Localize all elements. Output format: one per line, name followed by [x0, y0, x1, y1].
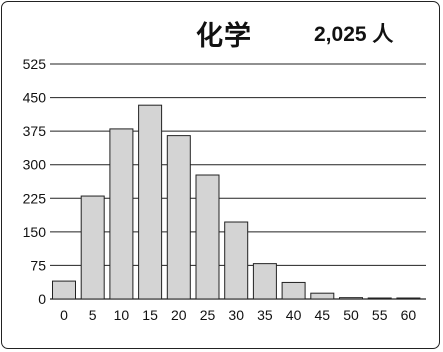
- y-tick-label: 150: [23, 224, 47, 240]
- x-tick-label: 35: [257, 307, 273, 323]
- bar: [52, 280, 76, 300]
- bars: [52, 104, 421, 300]
- examinee-count: 2,025 人: [314, 23, 394, 46]
- x-tick-label: 20: [171, 307, 187, 323]
- chart-title: 化学: [196, 21, 252, 52]
- bar: [109, 128, 134, 300]
- y-tick-label: 300: [23, 157, 47, 173]
- bar: [281, 281, 306, 300]
- y-tick-label: 375: [23, 123, 47, 139]
- y-axis-ticks: 0 75 150 225 300 375 450 525: [23, 56, 47, 307]
- x-tick-label: 45: [315, 307, 331, 323]
- x-tick-label: 25: [200, 307, 216, 323]
- bar: [195, 174, 220, 300]
- bar: [166, 135, 191, 300]
- x-tick-label: 40: [286, 307, 302, 323]
- bar: [138, 104, 163, 300]
- bar: [310, 292, 335, 300]
- bar: [80, 195, 105, 300]
- x-tick-label: 15: [142, 307, 158, 323]
- x-tick-label: 50: [343, 307, 359, 323]
- x-tick-label: 0: [60, 307, 68, 323]
- x-tick-label: 5: [89, 307, 97, 323]
- x-tick-label: 30: [228, 307, 244, 323]
- bar: [396, 297, 421, 300]
- bar: [339, 297, 363, 300]
- bar: [252, 263, 277, 300]
- x-axis-ticks: 0 5 10 15 20 25 30 35 40 45 50 55 60: [60, 307, 416, 323]
- y-tick-label: 0: [38, 291, 46, 307]
- bar: [367, 297, 392, 300]
- y-tick-label: 75: [30, 257, 46, 273]
- bar: [224, 221, 249, 300]
- y-tick-label: 450: [23, 90, 47, 106]
- y-tick-label: 525: [23, 56, 47, 72]
- x-tick-label: 60: [401, 307, 417, 323]
- x-tick-label: 55: [372, 307, 388, 323]
- x-tick-label: 10: [114, 307, 130, 323]
- y-tick-label: 225: [23, 190, 47, 206]
